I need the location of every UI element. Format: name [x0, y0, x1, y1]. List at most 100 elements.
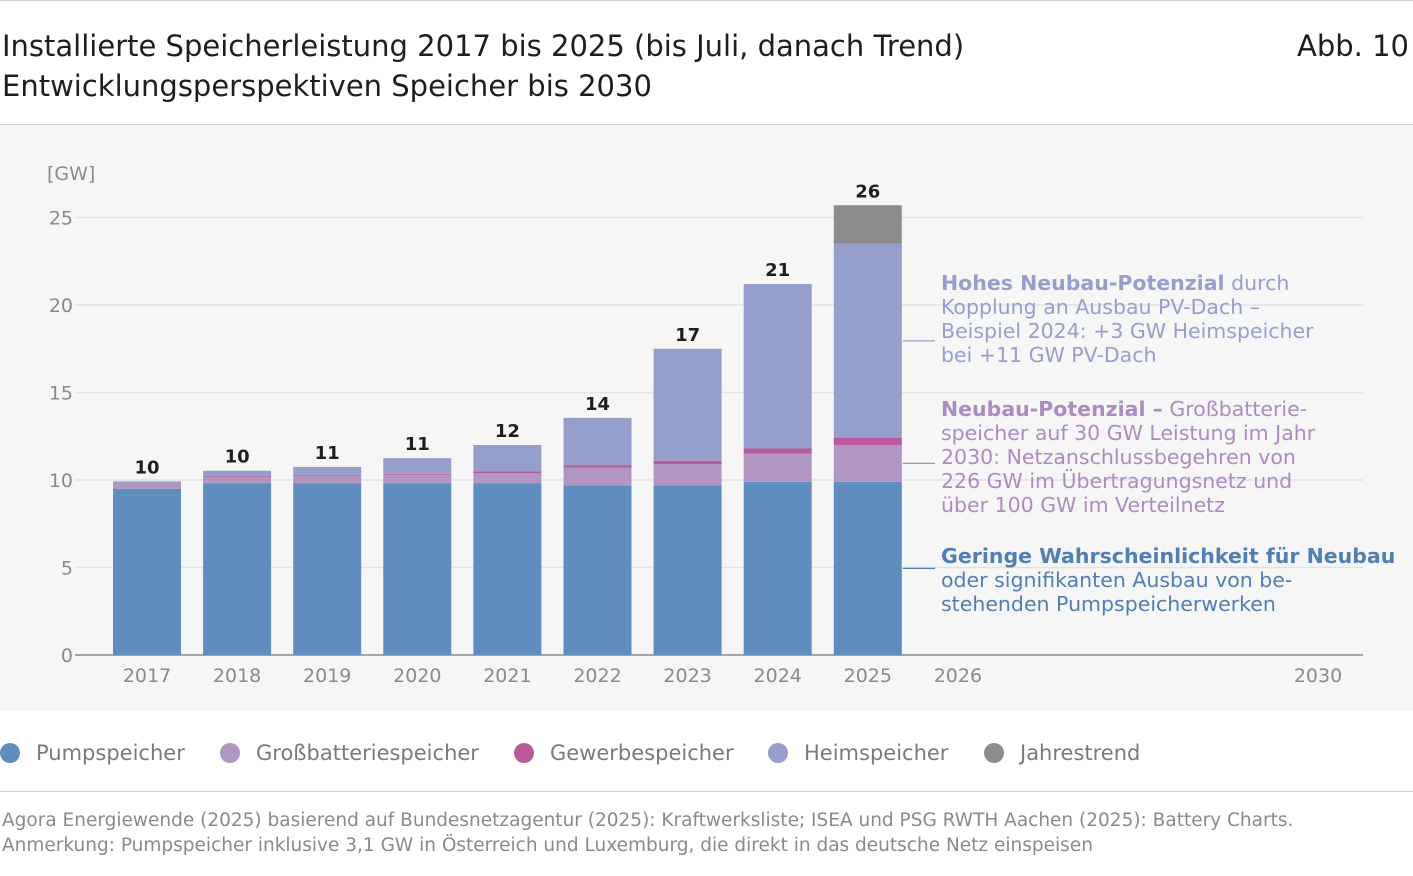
annotation-bold: Geringe Wahrscheinlichkeit für Neubau	[941, 544, 1395, 568]
bar-segment	[833, 243, 902, 438]
bar-segment	[833, 445, 902, 482]
bar-segment	[563, 417, 632, 466]
title-line-1: Installierte Speicherleistung 2017 bis 2…	[2, 29, 965, 63]
annotation-line: 226 GW im Übertragungsnetz und	[941, 468, 1292, 493]
x-tick-label: 2017	[123, 665, 171, 687]
x-tick-label: 2021	[483, 665, 531, 687]
bar-segment	[563, 465, 632, 468]
figure-number: Abb. 10	[1297, 29, 1409, 63]
header-rule	[0, 124, 1413, 125]
annotation-bold: Hohes Neubau-Potenzial	[941, 271, 1225, 295]
legend-swatch	[514, 743, 534, 763]
annotation-bold: Neubau-Potenzial –	[941, 397, 1163, 421]
bar-segment	[743, 448, 812, 454]
annotation-line: Beispiel 2024: +3 GW Heimspeicher	[941, 319, 1314, 343]
legend-swatch	[984, 743, 1004, 763]
legend-swatch	[220, 743, 240, 763]
footer-rule	[0, 791, 1413, 792]
x-tick-label: 2019	[303, 665, 351, 687]
legend-label: Heimspeicher	[804, 741, 949, 765]
bar-segment	[293, 474, 362, 476]
y-tick-label: 5	[61, 558, 73, 580]
legend-label: Jahrestrend	[1020, 741, 1141, 765]
legend-item: Gewerbespeicher	[514, 735, 734, 771]
bar-segment	[473, 445, 542, 472]
y-tick-label: 0	[61, 645, 73, 667]
legend: Pumpspeicher Großbatteriespeicher Gewerbes…	[0, 735, 1413, 771]
bar-segment	[113, 483, 181, 489]
bar-segment	[743, 481, 812, 655]
legend-item: Pumpspeicher	[0, 735, 185, 771]
x-tick-label: 2020	[393, 665, 441, 687]
annotation-line: durch	[1225, 271, 1290, 295]
bar-segment	[383, 483, 452, 655]
x-tick-label: 2026	[934, 665, 982, 687]
bar-segment	[293, 483, 362, 655]
note-line: Anmerkung: Pumpspeicher inklusive 3,1 GW…	[2, 835, 1093, 856]
bar-segment	[203, 483, 272, 655]
bar-total-label: 14	[585, 394, 610, 415]
bar-segment	[833, 438, 902, 445]
bar-segment	[473, 473, 542, 484]
bar-segment	[833, 481, 902, 655]
bar-segment	[203, 470, 272, 476]
bar-total-label: 11	[315, 443, 340, 464]
legend-label: Gewerbespeicher	[550, 741, 734, 765]
bars	[113, 205, 902, 655]
annotation-text: Neubau-Potenzial – Großbatterie-speicher…	[941, 397, 1316, 517]
bar-segment	[743, 453, 812, 482]
chart-title: Installierte Speicherleistung 2017 bis 2…	[2, 26, 964, 106]
annotation-line: Großbatterie-	[1163, 397, 1307, 421]
y-tick-label: 20	[49, 295, 73, 317]
bar-segment	[383, 473, 452, 475]
legend-item: Jahrestrend	[984, 735, 1140, 771]
legend-label: Großbatteriespeicher	[256, 741, 479, 765]
bar-segment	[203, 475, 272, 477]
x-tick-label: 2024	[754, 665, 802, 687]
bar-segment	[653, 485, 722, 655]
y-tick-label: 10	[49, 470, 73, 492]
bar-segment	[293, 475, 362, 484]
annotation-line: 2030: Netzanschlussbegehren von	[941, 445, 1296, 469]
top-rule	[0, 0, 1413, 1]
annotation-line: bei +11 GW PV-Dach	[941, 343, 1156, 367]
bar-segment	[113, 481, 181, 484]
bar-segment	[473, 471, 542, 473]
legend-item: Heimspeicher	[768, 735, 948, 771]
annotation-line: oder signifikanten Ausbau von be-	[941, 568, 1292, 592]
source-note: Agora Energiewende (2025) basierend auf …	[2, 808, 1293, 858]
x-tick-label: 2023	[663, 665, 711, 687]
bar-segment	[563, 485, 632, 655]
annotation-text: Geringe Wahrscheinlichkeit für Neubau ode…	[941, 544, 1395, 616]
bar-segment	[473, 483, 542, 655]
annotation-line: Kopplung an Ausbau PV-Dach –	[941, 295, 1260, 319]
bar-segment	[743, 284, 812, 449]
y-axis-label: [GW]	[47, 163, 95, 185]
bar-segment	[383, 474, 452, 484]
bar-segment	[383, 458, 452, 474]
bar-total-label: 10	[134, 457, 159, 478]
source-line: Agora Energiewende (2025) basierend auf …	[2, 810, 1294, 831]
bar-total-label: 26	[855, 181, 880, 202]
annotation-line: stehenden Pumpspeicherwerken	[941, 592, 1276, 616]
bar-segment	[293, 466, 362, 475]
legend-swatch	[0, 743, 20, 763]
x-tick-label: 2022	[573, 665, 621, 687]
y-tick-label: 25	[49, 208, 73, 230]
legend-swatch	[768, 743, 788, 763]
annotation-line: speicher auf 30 GW Leistung im Jahr	[941, 421, 1316, 445]
x-tick-label: 2030	[1294, 665, 1342, 687]
annotation-text: Hohes Neubau-Potenzial durch Kopplung an …	[941, 271, 1314, 367]
bar-total-label: 10	[225, 447, 250, 468]
bar-total-label: 12	[495, 421, 520, 442]
bar-segment	[653, 460, 722, 465]
x-tick-label: 2018	[213, 665, 261, 687]
bar-segment	[113, 488, 181, 655]
annotation-line: über 100 GW im Verteilnetz	[941, 493, 1225, 517]
legend-item: Großbatteriespeicher	[220, 735, 479, 771]
legend-label: Pumpspeicher	[36, 741, 185, 765]
bar-segment	[653, 464, 722, 486]
bar-total-label: 21	[765, 260, 790, 281]
x-tick-label: 2025	[844, 665, 892, 687]
